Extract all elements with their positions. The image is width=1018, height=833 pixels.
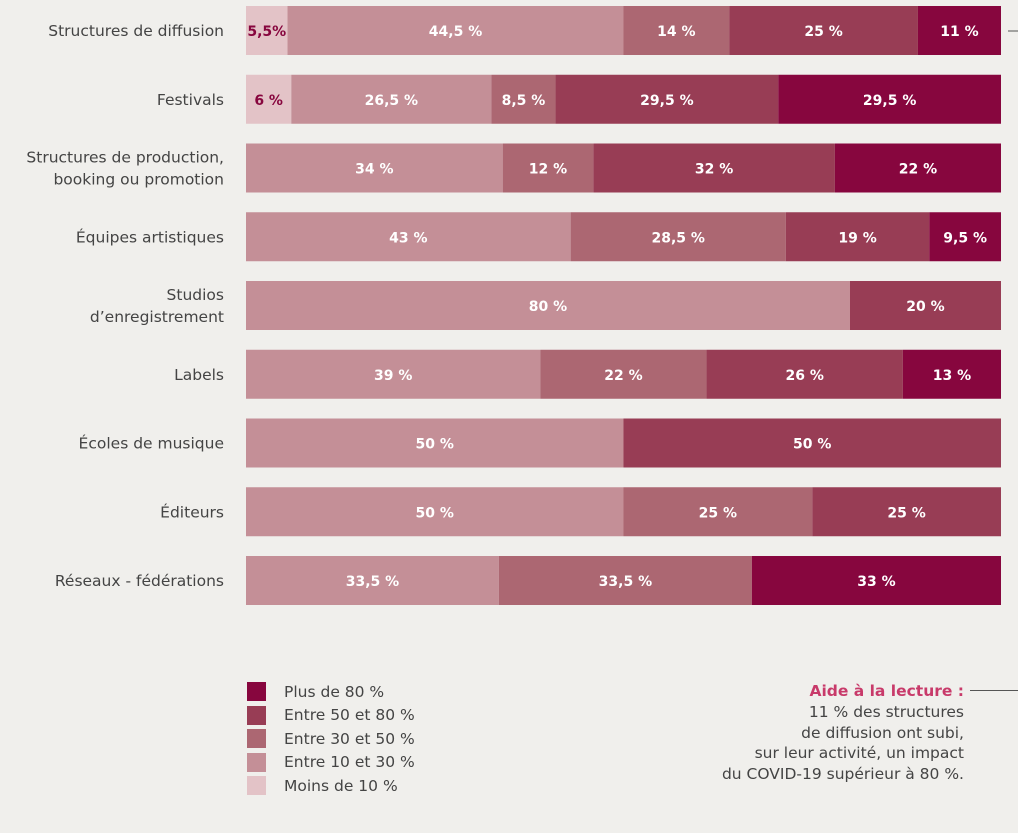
legend-item: Entre 30 et 50 % (247, 727, 415, 751)
value-label: 33,5 % (599, 574, 652, 590)
reading-help-line: 11 % des structures (808, 702, 964, 721)
value-label: 19 % (838, 230, 876, 246)
value-label: 43 % (389, 230, 427, 246)
legend-item: Plus de 80 % (247, 680, 415, 704)
value-label: 50 % (416, 505, 454, 521)
legend-item: Moins de 10 % (247, 774, 415, 798)
category-label: Réseaux - fédérations (55, 572, 224, 590)
value-label: 39 % (374, 368, 412, 384)
bar-segment (834, 143, 1001, 193)
bar-segment (246, 212, 571, 262)
bar-segment (593, 143, 835, 193)
value-label: 26 % (786, 368, 824, 384)
reading-help-line: de diffusion ont subi, (801, 723, 964, 742)
reading-help-line: sur leur activité, un impact (754, 744, 964, 763)
bar-segment (246, 143, 503, 193)
bar-segment (246, 556, 499, 605)
bar-segment (778, 74, 1001, 124)
bar-segment (706, 349, 903, 399)
legend-swatch (247, 752, 266, 772)
legend-item: Entre 10 et 30 % (247, 751, 415, 775)
bar-segment (246, 281, 850, 330)
reading-help-line: du COVID-19 supérieur à 80 %. (721, 765, 964, 784)
reading-help: Aide à la lecture : 11 % des structures … (722, 681, 964, 785)
reading-help-title: Aide à la lecture : (809, 682, 964, 700)
value-label: 8,5 % (502, 93, 546, 109)
legend-label: Entre 50 et 80 % (284, 706, 415, 725)
value-label: 9,5 % (943, 230, 987, 246)
bar-segment (902, 349, 1001, 399)
category-label: Structures de production, booking ou prom… (26, 149, 224, 189)
legend-swatch (247, 682, 266, 702)
value-label: 20 % (906, 299, 944, 315)
legend-label: Entre 30 et 50 % (284, 729, 415, 748)
value-label: 25 % (887, 505, 925, 521)
bar-segment (498, 556, 752, 605)
value-label: 26,5 % (365, 93, 418, 109)
bar-segment (291, 74, 492, 124)
value-label: 44,5 % (429, 24, 482, 40)
value-label: 33,5 % (346, 574, 399, 590)
value-label: 11 % (940, 24, 978, 40)
reading-help-leader-line (970, 690, 1018, 691)
legend-label: Plus de 80 % (284, 682, 385, 701)
legend-swatch (247, 776, 266, 796)
legend-label: Moins de 10 % (284, 776, 398, 795)
value-label: 13 % (933, 368, 971, 384)
bar-segment (570, 212, 786, 262)
value-label: 6 % (254, 93, 283, 109)
value-label: 12 % (529, 162, 567, 178)
bar-segment (246, 487, 624, 537)
bar-segment (917, 6, 1001, 55)
value-label: 50 % (416, 437, 454, 453)
bar-segment (729, 6, 918, 55)
stacked-bar-chart: Structures de diffusion 5,5% 44,5 % 14 % 25 … (26, 6, 1018, 605)
bar-segment (850, 281, 1001, 330)
bar-segment (812, 487, 1001, 537)
value-label: 32 % (695, 162, 733, 178)
category-label: Écoles de musique (79, 434, 224, 453)
bar-segment (246, 6, 288, 55)
value-label: 34 % (355, 162, 393, 178)
bar-segment (502, 143, 594, 193)
bar-segment (246, 74, 292, 124)
category-label: Labels (174, 366, 224, 384)
bar-segment (623, 418, 1001, 468)
category-label: Équipes artistiques (76, 227, 224, 246)
value-label: 22 % (604, 368, 642, 384)
legend-item: Entre 50 et 80 % (247, 704, 415, 728)
category-label: Studios d’enregistrement (90, 286, 224, 326)
value-label: 5,5% (247, 24, 286, 40)
bar-segment (929, 212, 1001, 262)
legend-swatch (247, 705, 266, 725)
value-label: 50 % (793, 437, 831, 453)
value-label: 25 % (804, 24, 842, 40)
category-label: Festivals (157, 91, 224, 109)
category-label: Structures de diffusion (48, 22, 224, 40)
value-label: 33 % (857, 574, 895, 590)
value-label: 29,5 % (863, 93, 916, 109)
legend-swatch (247, 729, 266, 749)
value-label: 14 % (657, 24, 695, 40)
value-label: 80 % (529, 299, 567, 315)
bar-segment (785, 212, 930, 262)
bar-segment (246, 418, 624, 468)
legend-label: Entre 10 et 30 % (284, 753, 415, 772)
bar-segment (751, 556, 1001, 605)
bar-segment (623, 487, 813, 537)
bar-segment (246, 349, 541, 399)
value-label: 28,5 % (652, 230, 705, 246)
value-label: 25 % (699, 505, 737, 521)
bar-segment (491, 74, 556, 124)
category-label: Éditeurs (160, 502, 224, 521)
value-label: 29,5 % (640, 93, 693, 109)
bar-segment (555, 74, 779, 124)
bar-segment (287, 6, 624, 55)
bar-segment (540, 349, 707, 399)
bar-segment (623, 6, 730, 55)
legend: Plus de 80 % Entre 50 et 80 % Entre 30 e… (247, 680, 415, 798)
value-label: 22 % (899, 162, 937, 178)
